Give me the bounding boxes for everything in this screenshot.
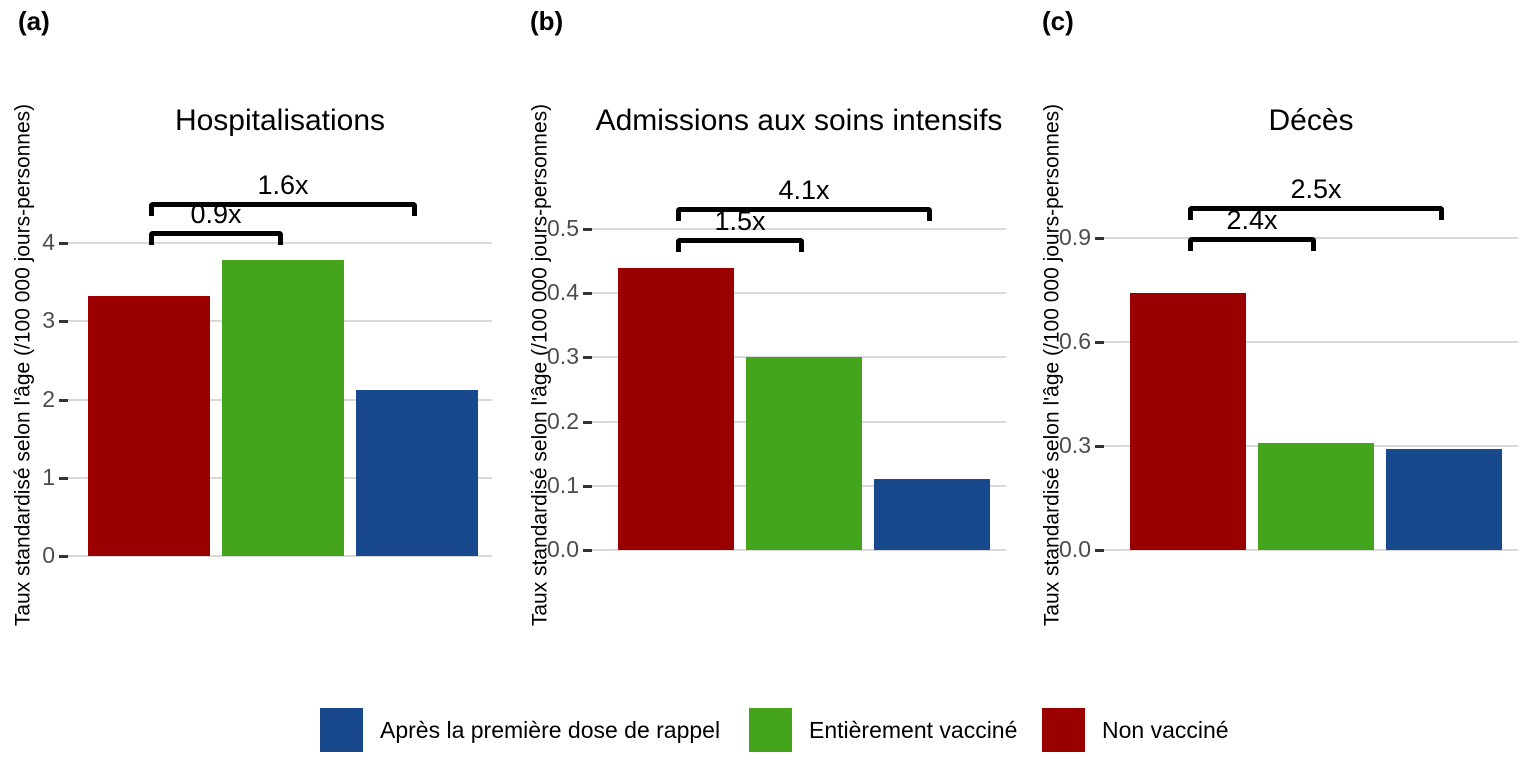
bar-fully-vaccinated (746, 357, 862, 550)
ratio-bracket (676, 207, 932, 221)
bar-first-booster (874, 479, 990, 550)
gridline (68, 555, 492, 557)
y-tick-mark (583, 420, 592, 424)
legend-swatch-first-booster (320, 708, 363, 752)
legend-swatch-non-vaccinated (1042, 708, 1085, 752)
y-tick-mark (59, 242, 68, 245)
y-tick-mark (1095, 549, 1104, 552)
ratio-bracket (149, 231, 283, 245)
panel-title: Hospitalisations (174, 104, 386, 137)
gridline (1104, 340, 1518, 343)
y-tick-mark (583, 356, 592, 360)
bar-fully-vaccinated (222, 260, 344, 556)
y-tick-mark (583, 549, 592, 552)
y-tick-label: 2 (42, 385, 55, 412)
y-tick-label: 0.6 (1059, 327, 1091, 354)
y-tick-label: 0.9 (1059, 223, 1091, 250)
y-tick-mark (59, 320, 68, 324)
y-tick-label: 1 (42, 463, 55, 490)
y-tick-label: 3 (42, 307, 55, 334)
bar-non-vaccinated (618, 267, 734, 550)
ratio-label: 2.4x (1226, 205, 1278, 235)
ratio-label: 4.1x (778, 175, 830, 205)
gridline (592, 228, 1006, 230)
y-tick-mark (583, 292, 592, 296)
ratio-bracket (1188, 237, 1316, 251)
y-tick-label: 0.2 (547, 407, 579, 434)
y-tick-mark (1095, 444, 1104, 448)
bar-non-vaccinated (1130, 293, 1246, 550)
legend-swatch-fully-vaccinated (749, 708, 792, 752)
ratio-label: 1.5x (714, 206, 766, 236)
bar-fully-vaccinated (1258, 442, 1374, 550)
bar-non-vaccinated (88, 296, 210, 556)
panel-title: Admissions aux soins intensifs (595, 104, 1003, 137)
legend-label-first-booster: Après la première dose de rappel (380, 717, 721, 743)
y-tick-label: 0 (42, 542, 55, 568)
y-tick-mark (59, 555, 68, 558)
panel-tag: (a) (18, 6, 50, 36)
ratio-label: 2.5x (1290, 174, 1342, 204)
panel-title: Décès (1268, 104, 1354, 137)
y-tick-mark (1095, 236, 1104, 240)
y-tick-label: 0.3 (547, 343, 579, 370)
y-tick-label: 0.5 (547, 215, 579, 241)
panel-tag: (c) (1042, 6, 1074, 36)
bar-first-booster (1386, 449, 1502, 550)
gridline (592, 549, 1006, 551)
gridline (1104, 549, 1518, 551)
ratio-bracket (149, 202, 417, 216)
y-tick-label: 0.3 (1059, 431, 1091, 458)
y-tick-label: 4 (42, 229, 55, 255)
ratio-bracket (1188, 206, 1444, 220)
y-tick-label: 0.4 (547, 279, 579, 306)
y-tick-mark (583, 228, 592, 231)
y-tick-mark (59, 476, 68, 480)
y-tick-label: 0.0 (547, 536, 579, 562)
panel-tag: (b) (530, 6, 564, 36)
legend-label-non-vaccinated: Non vacciné (1102, 717, 1229, 743)
y-tick-mark (59, 398, 68, 402)
y-tick-mark (583, 484, 592, 488)
gridline (592, 292, 1006, 295)
ratio-label: 1.6x (257, 170, 309, 200)
y-tick-mark (1095, 340, 1104, 344)
ratio-bracket (676, 238, 804, 252)
y-tick-label: 0.0 (1059, 536, 1091, 562)
y-tick-label: 0.1 (547, 471, 579, 498)
bar-first-booster (356, 390, 478, 556)
legend-label-fully-vaccinated: Entièrement vacciné (809, 717, 1018, 743)
